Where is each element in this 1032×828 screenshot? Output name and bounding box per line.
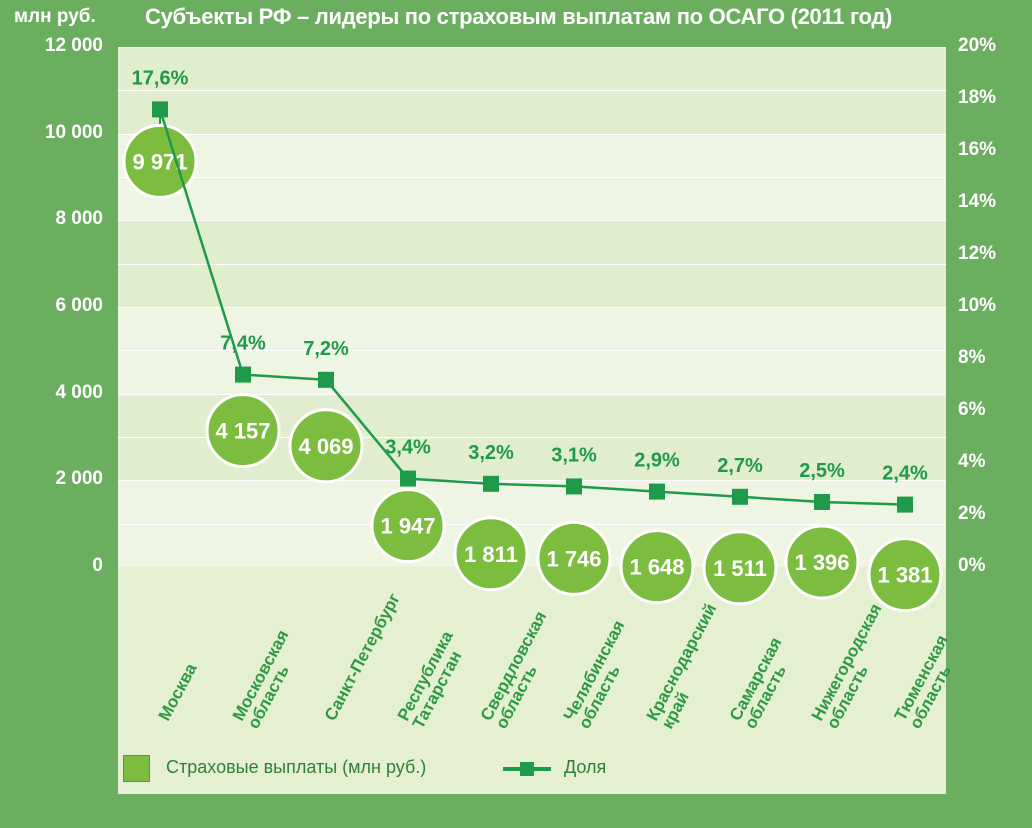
left-tick-label: 4 000 <box>55 381 103 403</box>
y-axis-unit-label: млн руб. <box>14 6 96 27</box>
gridline <box>118 47 946 48</box>
share-value-label: 17,6% <box>132 67 189 89</box>
gridline <box>118 523 946 525</box>
share-value-label: 3,1% <box>551 444 597 466</box>
share-point-marker <box>566 478 582 495</box>
payment-bubble <box>288 408 364 484</box>
payment-value-label: 1 396 <box>794 550 849 575</box>
gridline <box>118 263 946 265</box>
right-tick-label: 8% <box>958 347 986 368</box>
share-point-marker <box>732 488 748 505</box>
right-tick-label: 0% <box>958 555 986 576</box>
payment-bubble <box>867 537 943 613</box>
gridline <box>118 350 946 352</box>
payment-value-label: 1 811 <box>464 542 518 567</box>
share-value-label: 2,5% <box>799 460 845 482</box>
category-label: Краснодарскийкрай <box>643 601 736 732</box>
right-tick-label: 2% <box>958 503 986 524</box>
share-point-marker <box>152 101 168 118</box>
gridline <box>118 480 946 482</box>
category-label: Москва <box>155 660 201 724</box>
payment-bubble <box>122 123 198 199</box>
gridline <box>118 90 946 92</box>
share-point-marker <box>235 366 251 383</box>
left-tick-label: 12 000 <box>44 35 103 56</box>
share-point-marker <box>649 483 665 500</box>
share-point-marker <box>814 494 830 510</box>
right-tick-label: 4% <box>958 451 986 472</box>
payment-value-label: 4 069 <box>298 434 353 459</box>
right-tick-label: 18% <box>958 87 997 108</box>
category-label: Самарскаяобласть <box>726 634 801 732</box>
category-label: Нижегородскаяобласть <box>808 600 901 731</box>
left-tick-label: 10 000 <box>44 121 103 143</box>
payment-bubble <box>702 530 778 606</box>
payment-bubble <box>205 393 281 469</box>
payment-value-label: 4 157 <box>215 419 270 444</box>
left-tick-label: 2 000 <box>55 468 103 490</box>
share-value-label: 7,2% <box>303 338 349 360</box>
payment-bubble <box>536 520 612 596</box>
category-label: Челябинскаяобласть <box>560 617 644 732</box>
gridline <box>118 393 946 395</box>
gridline <box>118 177 946 178</box>
share-point-marker <box>897 496 913 513</box>
plot-band <box>118 133 946 221</box>
share-point-marker <box>318 371 334 388</box>
payment-bubble <box>453 516 529 592</box>
legend-line-marker-icon <box>503 762 551 776</box>
right-tick-label: 12% <box>958 243 997 264</box>
share-series-line <box>158 109 906 506</box>
right-tick-label: 16% <box>958 139 997 160</box>
right-tick-label: 10% <box>958 295 997 316</box>
share-value-label: 3,4% <box>385 437 431 459</box>
payment-value-label: 1 648 <box>629 555 684 580</box>
category-label: РеспубликаТатарстан <box>394 627 472 731</box>
right-tick-label: 6% <box>958 399 986 420</box>
category-label: Свердловскаяобласть <box>477 608 566 732</box>
right-tick-label: 14% <box>958 191 997 212</box>
share-value-label: 2,7% <box>717 455 763 477</box>
payment-value-label: 1 947 <box>380 514 435 539</box>
chart-title: Субъекты РФ – лидеры по страховым выплат… <box>145 4 893 29</box>
category-panel <box>118 567 946 794</box>
legend-label-payments: Страховые выплаты (млн руб.) <box>166 757 427 777</box>
share-value-label: 2,4% <box>882 463 928 485</box>
share-point-marker <box>483 475 499 492</box>
payment-bubble <box>370 488 446 564</box>
payment-value-label: 1 381 <box>877 563 932 588</box>
category-label: Санкт-Петербург <box>321 590 404 724</box>
category-label: Московскаяобласть <box>229 627 308 732</box>
left-tick-label: 6 000 <box>55 295 103 316</box>
share-point-marker <box>400 470 416 487</box>
legend-swatch-payments <box>123 755 150 782</box>
payment-value-label: 1 511 <box>713 556 767 581</box>
payment-bubble <box>784 524 860 600</box>
payment-value-label: 1 746 <box>546 546 601 571</box>
category-label: Тюменскаяобласть <box>891 632 967 732</box>
gridlines <box>118 47 946 567</box>
gridline <box>118 133 946 135</box>
left-tick-label: 0 <box>92 555 103 576</box>
right-tick-label: 20% <box>958 35 997 56</box>
gridline <box>118 437 946 438</box>
left-tick-label: 8 000 <box>55 208 103 230</box>
share-value-label: 2,9% <box>634 450 680 472</box>
payment-bubble <box>619 529 695 605</box>
legend-label-share: Доля <box>564 757 607 777</box>
gridline <box>118 220 946 222</box>
share-value-label: 7,4% <box>220 333 266 355</box>
share-value-label: 3,2% <box>468 442 514 464</box>
gridline <box>118 307 946 308</box>
